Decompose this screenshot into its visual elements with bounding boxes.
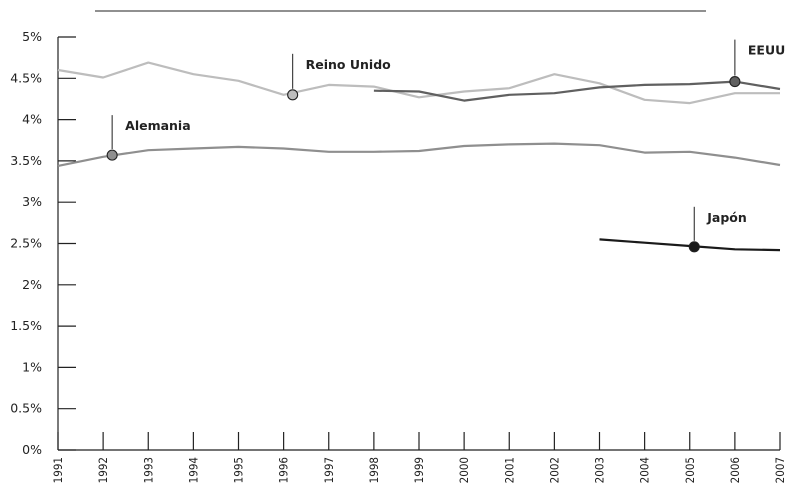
x-tick-label: 2004 <box>638 457 652 483</box>
x-tick-label: 2007 <box>773 457 785 483</box>
series-marker-eeuu <box>729 76 741 88</box>
series-line-reino-unido <box>57 61 780 105</box>
x-tick-label: 1998 <box>367 457 381 483</box>
x-tick-label: 2006 <box>728 457 742 483</box>
series-marker-alemania <box>106 149 118 161</box>
x-tick-label: 1999 <box>412 457 426 483</box>
axes: 0% 0.5% 1% 1.5% 2% 2.5% 3% 3.5% 4% 4.5% 5% 1991 1992… <box>10 29 785 483</box>
x-tick-label: 2005 <box>683 457 697 483</box>
series-marker-reino-unido <box>287 89 299 101</box>
series-marker-japon <box>688 241 700 253</box>
x-tick-label: 2003 <box>593 457 607 483</box>
x-tick-label: 2000 <box>457 457 471 483</box>
y-tick-label: 4% <box>22 112 42 127</box>
series-line-eeuu <box>373 80 781 102</box>
x-tick-label: 1997 <box>322 457 336 483</box>
series-line-alemania <box>57 142 781 167</box>
x-tick-label: 1992 <box>96 457 110 483</box>
y-tick-label: 3.5% <box>10 153 42 168</box>
y-tick-label: 0.5% <box>10 401 42 416</box>
x-tick-label: 1994 <box>186 457 200 483</box>
y-tick-label: 1% <box>22 359 42 374</box>
series-label-alemania: Alemania <box>125 118 191 133</box>
x-tick-label: 1996 <box>277 457 291 483</box>
series-label-eeuu: EEUU <box>748 43 785 58</box>
y-tick-label: 2% <box>22 277 42 292</box>
y-tick-label: 4.5% <box>10 70 42 85</box>
y-tick-label: 2.5% <box>10 236 42 251</box>
y-tick-label: 5% <box>22 29 42 44</box>
y-tick-label: 1.5% <box>10 318 42 333</box>
series-layer <box>57 61 781 252</box>
x-tick-label: 1991 <box>51 457 65 483</box>
x-tick-label: 1995 <box>232 457 246 483</box>
y-tick-label: 0% <box>22 442 42 457</box>
x-tick-label: 1993 <box>141 457 155 483</box>
series-label-reino-unido: Reino Unido <box>306 57 392 72</box>
annotation-layer: Reino Unido EEUU Alemania Japón <box>106 39 785 253</box>
y-tick-label: 3% <box>22 194 42 209</box>
x-tick-label: 2002 <box>547 457 561 483</box>
x-tick-label: 2001 <box>502 457 516 483</box>
series-label-japon: Japón <box>706 210 747 225</box>
